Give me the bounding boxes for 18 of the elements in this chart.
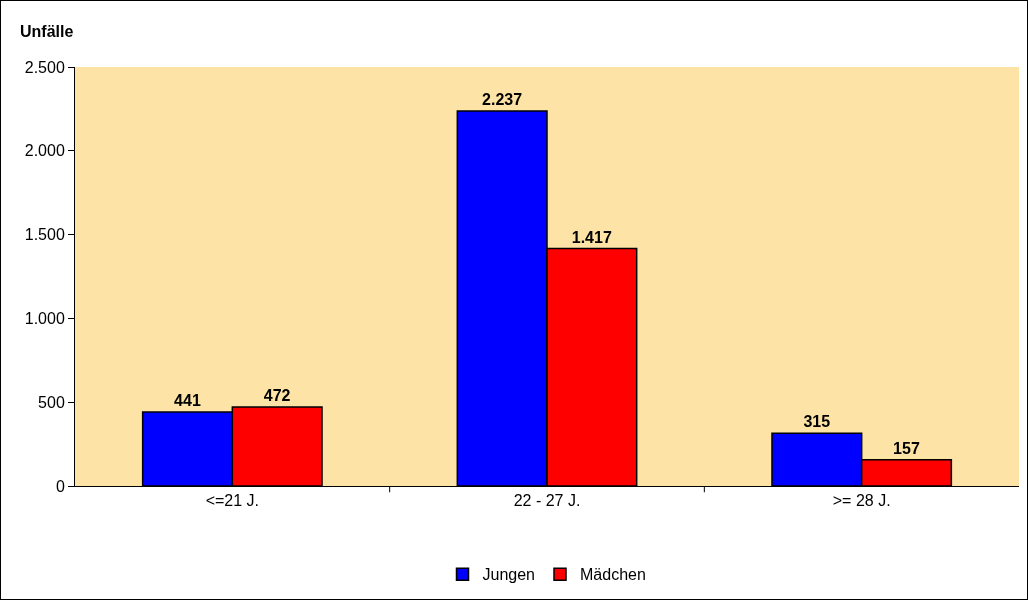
y-tick-label: 500 (38, 393, 65, 411)
y-tick-label: 1.500 (24, 226, 65, 244)
legend-label: Mädchen (580, 566, 646, 584)
x-tick-label: 22 - 27 J. (513, 492, 581, 510)
y-axis-title: Unfälle (20, 23, 74, 40)
y-tick-label: 2.500 (24, 58, 65, 76)
data-label: 472 (263, 386, 291, 404)
data-label: 441 (174, 392, 201, 410)
data-label: 157 (893, 439, 920, 457)
data-label: 315 (803, 413, 831, 431)
data-label: 1.417 (571, 228, 612, 246)
y-tick-label: 2.000 (24, 142, 65, 160)
x-tick-label: >= 28 J. (832, 492, 891, 510)
x-tick-label: <=21 J. (205, 492, 260, 510)
data-label: 2.237 (482, 91, 523, 109)
y-tick-label: 1.000 (24, 310, 65, 327)
y-tick-label: 0 (55, 477, 65, 495)
legend-label: Jungen (482, 566, 535, 584)
